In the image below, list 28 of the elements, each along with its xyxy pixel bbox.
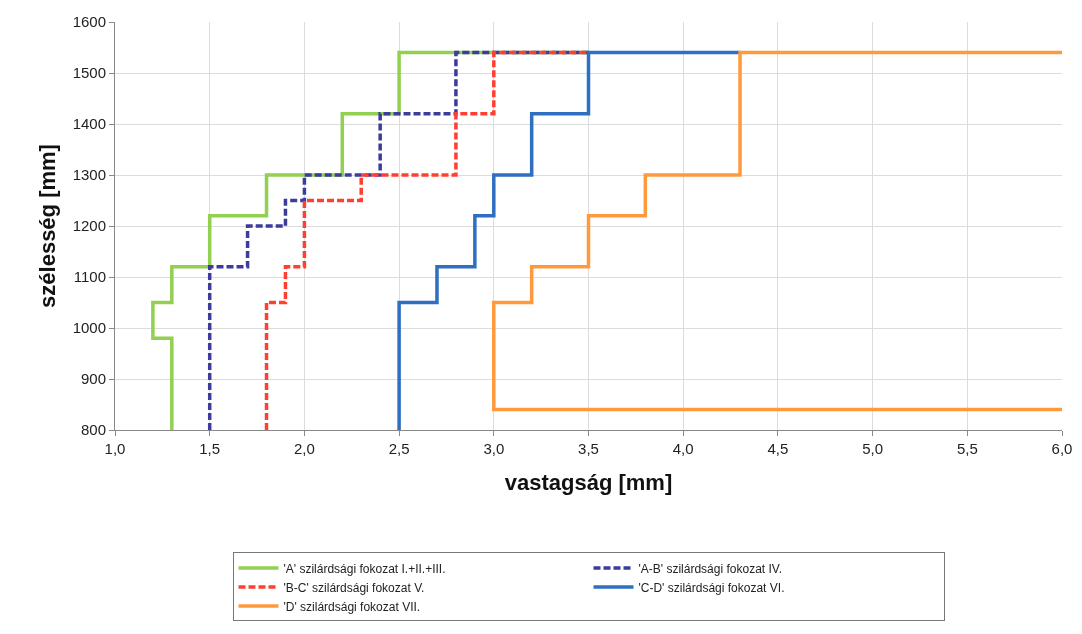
y-tick-label: 900 bbox=[80, 370, 106, 388]
y-tick-label: 1600 bbox=[72, 13, 106, 31]
y-tick-label: 1000 bbox=[72, 319, 106, 337]
y-tick-label: 1500 bbox=[72, 64, 106, 82]
y-tick-label: 800 bbox=[80, 421, 106, 439]
x-tick-label: 2,0 bbox=[293, 440, 315, 457]
x-tick-label: 4,5 bbox=[767, 440, 789, 457]
x-tick-label: 4,0 bbox=[672, 440, 694, 457]
y-tick-label: 1400 bbox=[72, 115, 106, 133]
x-tick-label: 6,0 bbox=[1051, 440, 1073, 457]
x-axis-title: vastagság [mm] bbox=[504, 469, 673, 495]
x-tick-label: 3,0 bbox=[483, 440, 505, 457]
legend-label: 'A' szilárdsági fokozat I.+II.+III. bbox=[283, 561, 446, 576]
legend-label: 'C-D' szilárdsági fokozat VI. bbox=[638, 580, 785, 595]
x-tick-label: 1,5 bbox=[199, 440, 221, 457]
line-series bbox=[492, 50, 1062, 412]
x-tick-label: 5,0 bbox=[862, 440, 884, 457]
legend-label: 'D' szilárdsági fokozat VII. bbox=[283, 599, 421, 614]
x-tick-label: 5,5 bbox=[956, 440, 978, 457]
x-tick-label: 3,5 bbox=[578, 440, 599, 457]
legend-label: 'B-C' szilárdsági fokozat V. bbox=[283, 580, 425, 595]
y-tick-label: 1200 bbox=[72, 217, 106, 235]
legend-label: 'A-B' szilárdsági fokozat IV. bbox=[638, 561, 783, 576]
x-tick-label: 2,5 bbox=[388, 440, 410, 457]
y-axis-title: szélesség [mm] bbox=[35, 144, 61, 308]
y-tick-label: 1300 bbox=[72, 166, 106, 184]
x-tick-label: 1,0 bbox=[104, 440, 126, 457]
y-tick-label: 1100 bbox=[73, 268, 106, 286]
